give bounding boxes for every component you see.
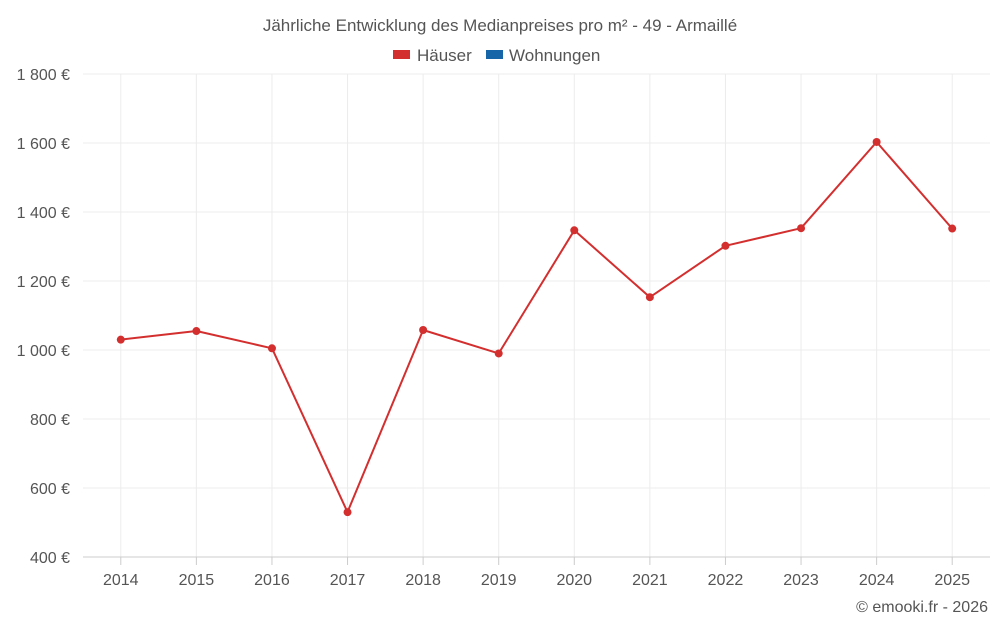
legend: Häuser Wohnungen [393, 46, 600, 65]
x-tick-label: 2024 [859, 572, 895, 589]
x-tick-label: 2015 [179, 572, 215, 589]
axes: 400 € 600 € 800 € 1 000 € 1 200 € 1 400 € 1 60… [17, 67, 990, 589]
legend-swatch-haeuser [393, 50, 410, 59]
data-point [645, 293, 654, 302]
data-point [721, 241, 730, 250]
x-tick-label: 2020 [556, 572, 592, 589]
data-point [948, 224, 957, 233]
y-tick-label: 800 € [30, 412, 70, 429]
legend-label-wohnungen[interactable]: Wohnungen [509, 46, 600, 65]
x-tick-label: 2025 [934, 572, 970, 589]
y-tick-label: 1 200 € [17, 274, 70, 291]
chart-title: Jährliche Entwicklung des Medianpreises … [263, 16, 737, 35]
x-tick-label: 2017 [330, 572, 366, 589]
credit-text: © emooki.fr - 2026 [856, 599, 988, 616]
y-tick-label: 1 600 € [17, 136, 70, 153]
x-tick-label: 2021 [632, 572, 668, 589]
series-layer [116, 137, 957, 517]
data-point [494, 349, 503, 358]
data-point [419, 325, 428, 334]
y-tick-label: 1 800 € [17, 67, 70, 84]
data-point [797, 224, 806, 233]
x-tick-label: 2014 [103, 572, 139, 589]
legend-label-haeuser[interactable]: Häuser [417, 46, 472, 65]
series-line-0 [120, 141, 953, 514]
y-tick-label: 600 € [30, 481, 70, 498]
data-point [570, 226, 579, 235]
data-point [872, 137, 881, 146]
x-tick-label: 2023 [783, 572, 819, 589]
x-tick-label: 2018 [405, 572, 441, 589]
legend-swatch-wohnungen [486, 50, 503, 59]
data-point [116, 335, 125, 344]
data-point [267, 344, 276, 353]
x-tick-label: 2022 [708, 572, 744, 589]
y-tick-label: 1 400 € [17, 205, 70, 222]
y-tick-label: 400 € [30, 550, 70, 567]
y-tick-label: 1 000 € [17, 343, 70, 360]
x-tick-label: 2019 [481, 572, 517, 589]
x-tick-label: 2016 [254, 572, 290, 589]
grid-lines [83, 73, 990, 557]
data-point [192, 327, 201, 336]
data-point [343, 508, 352, 517]
